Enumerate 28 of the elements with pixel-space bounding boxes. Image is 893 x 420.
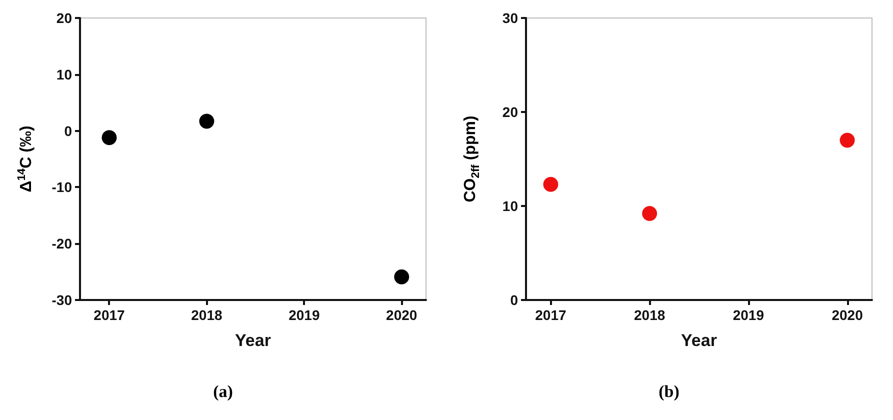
x-tick-label: 2017 — [94, 307, 126, 323]
point — [543, 176, 558, 192]
text: (a) — [212, 382, 234, 402]
y-tick-label: -30 — [52, 292, 72, 308]
y-tick-label: 20 — [502, 104, 518, 120]
x-tick-label: 2020 — [832, 307, 864, 323]
point — [199, 114, 214, 129]
text: (b) — [658, 382, 680, 402]
x-axis-title: Year — [235, 331, 272, 350]
y-tick-label: 30 — [502, 10, 518, 26]
x-tick-label: 2019 — [288, 307, 320, 323]
x-tick-label: 2018 — [634, 307, 666, 323]
y-tick-label: 10 — [502, 198, 518, 214]
y-tick-label: 0 — [64, 122, 72, 139]
point — [394, 269, 410, 284]
x-tick-label: 2019 — [732, 307, 764, 323]
y-tick-label: 10 — [56, 66, 72, 82]
y-tick-label: -10 — [52, 179, 72, 196]
x-tick-label: 2020 — [386, 307, 418, 323]
x-tick-label: 2018 — [191, 307, 222, 323]
y-tick-label: -20 — [52, 236, 72, 252]
y-tick-label: 0 — [510, 292, 518, 308]
point — [102, 130, 117, 146]
y-tick-label: 20 — [56, 10, 72, 26]
x-axis-title: Year — [681, 331, 718, 350]
x-tick-label: 2017 — [535, 307, 566, 323]
point — [840, 132, 855, 148]
point — [642, 206, 658, 222]
